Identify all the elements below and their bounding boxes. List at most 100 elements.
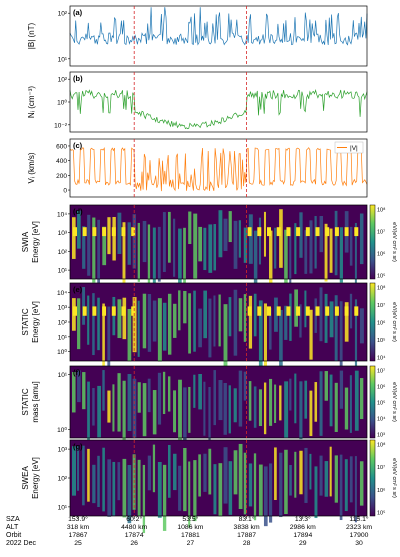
xtick-day: 28 [243,540,251,547]
spectrogram-cell [178,290,181,331]
spectrogram-cell [339,301,343,370]
spectrogram-cell [349,293,353,329]
spectrogram-cell [77,298,81,350]
spectrogram-cell [354,370,359,431]
xtick-day: 25 [74,540,82,547]
xtick-orbit: 17881 [181,532,200,539]
spectrogram-cell [198,454,201,497]
ytick-label: 10² [58,11,68,18]
legend-label: |V| [350,145,358,152]
spectrogram-cell [349,375,352,433]
ion-band [92,227,97,237]
ytick-label: 10³ [58,447,68,454]
spectrogram-cell [188,386,191,433]
xaxis-row-label: 2022 Dec [6,540,36,547]
spectrogram-cell [97,385,101,438]
spectrogram-cell [269,378,273,426]
spectrogram-cell [173,390,177,433]
ytick-label: 10⁰ [57,99,67,107]
spectrogram-cell [248,214,253,264]
spectrogram-cell [162,212,166,272]
ytick-label: 10¹ [58,504,68,511]
axes-frame [69,365,368,439]
spectrogram-cell [137,382,141,413]
spectrogram-cell [284,381,289,439]
spectrogram-cell [334,455,338,503]
colorbar-tick: 10³ [377,433,385,439]
ion-band [111,306,116,316]
spectrogram-cell [334,295,338,361]
spectrogram-cell [137,222,140,282]
colorbar-tick: 10⁴ [377,355,386,362]
spectrogram-cell [243,371,247,401]
colorbar [369,365,376,439]
spectrogram-cell [208,298,212,358]
ytick-label: 10¹ [58,56,68,63]
ion-band [131,227,136,237]
xtick-sza: 115.1° [349,515,369,523]
spectrogram-cell [188,461,191,528]
spectrogram-cell [137,459,141,517]
spectrogram-cell [218,294,221,347]
ion-band [296,227,301,237]
spectrogram-cell [102,447,105,512]
spectrogram-cell [127,464,132,524]
ion-band [354,306,359,316]
panel-f: 10⁷ 10⁶ 10⁵ 10⁴ 10³ eV/(eV cm² s sr) STATIC mas… [21,365,397,450]
ion-band [102,227,107,237]
spectrogram-cell [309,390,313,437]
spectrogram-cell [319,287,323,342]
colorbar-tick: 10⁷ [377,302,385,309]
spectrogram-cell [263,466,268,527]
ion-band [325,227,330,237]
spectrogram-cell [72,372,76,413]
spectrogram-cell [82,445,85,506]
colorbar-tick: 10⁷ [377,464,385,471]
ion-band [73,227,77,237]
spectrogram-cell [258,464,263,517]
spectrogram-cell [258,300,263,370]
spectrogram-cell [87,295,90,345]
spectrogram-cell [344,459,348,512]
spectrogram-cell [223,447,228,504]
spectrogram-cell [354,299,358,368]
spectrogram-cell [253,230,258,292]
ion-band [111,227,116,237]
spectrogram-cell [359,461,364,506]
spectrogram-cell [107,306,111,369]
spectrogram-cell [314,466,318,519]
spectrogram-cell [344,387,349,430]
ytick-label: 600 [56,143,67,150]
spectrogram-cell [162,302,167,351]
ytick-label: 400 [56,158,67,165]
panel-d: 10⁸ 10⁷ 10⁶ 10⁵ eV/(eV cm² s sr) SWIA Energy [… [21,204,397,292]
spectrogram-cell [269,230,273,290]
ion-band [334,227,339,237]
ion-band [131,306,136,316]
spectrogram-cell [289,293,292,341]
xtick-alt: 1086 km [177,524,203,531]
spectrogram-cell [344,302,349,342]
panel-ylabel-unit: mass [amu] [31,381,40,422]
spectrogram-cell [354,456,357,523]
spectrogram-cell [167,444,171,498]
spectrogram-cell [112,461,116,516]
spectrogram-cell [248,381,252,421]
spectrogram-cell [269,307,272,350]
plot-area [70,6,367,66]
spectrogram-cell [213,464,217,515]
spectrogram-cell [173,303,177,338]
spectrogram-cell [142,293,147,349]
spectrogram-cell [107,459,112,517]
ytick-label: 10³ [58,230,68,237]
ytick-label: 10⁴ [57,290,67,297]
ion-band [286,227,291,237]
colorbar-tick: 10⁶ [377,251,385,258]
spectrogram-cell [82,372,86,410]
ytick-label: 10⁰ [57,348,67,356]
spectrogram-cell [304,447,308,503]
xtick-day: 30 [355,540,363,547]
ion-band [296,306,301,316]
spectrogram-cell [117,462,121,501]
spectrogram-cell [117,299,122,339]
